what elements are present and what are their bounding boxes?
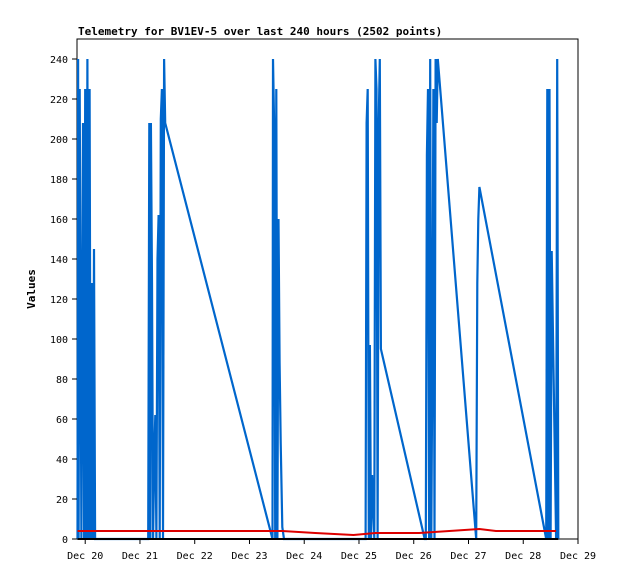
y-tick-label: 80: [56, 375, 68, 386]
y-tick-label: 200: [50, 135, 68, 146]
x-tick-label: Dec 25: [341, 551, 377, 562]
chart-title: Telemetry for BV1EV-5 over last 240 hour…: [78, 25, 442, 38]
axis-layer: 0 20 40 60 80 100 120 140 160 180 200 220 240 Dec 20 D…: [50, 55, 596, 562]
y-tick-label: 120: [50, 295, 68, 306]
y-tick-label: 40: [56, 455, 68, 466]
y-tick-label: 20: [56, 495, 68, 506]
x-tick-label: Dec 23: [231, 551, 267, 562]
x-tick-label: Dec 27: [450, 551, 486, 562]
y-tick-label: 60: [56, 415, 68, 426]
y-tick-label: 140: [50, 255, 68, 266]
y-tick-label: 240: [50, 55, 68, 66]
y-tick-label: 180: [50, 175, 68, 186]
plot-layer: [76, 58, 560, 541]
x-tick-label: Dec 20: [67, 551, 103, 562]
series-line-2: [77, 527, 557, 537]
y-tick-label: 100: [50, 335, 68, 346]
y-tick-label: 160: [50, 215, 68, 226]
series-line-1: [76, 58, 560, 541]
y-tick-label: 220: [50, 95, 68, 106]
y-tick-label: 0: [62, 535, 68, 546]
x-tick-label: Dec 24: [286, 551, 322, 562]
x-tick-label: Dec 28: [505, 551, 541, 562]
x-tick-label: Dec 22: [177, 551, 213, 562]
x-tick-label: Dec 26: [396, 551, 432, 562]
y-axis-label: Values: [25, 269, 38, 309]
x-tick-label: Dec 29: [560, 551, 596, 562]
x-tick-label: Dec 21: [122, 551, 158, 562]
